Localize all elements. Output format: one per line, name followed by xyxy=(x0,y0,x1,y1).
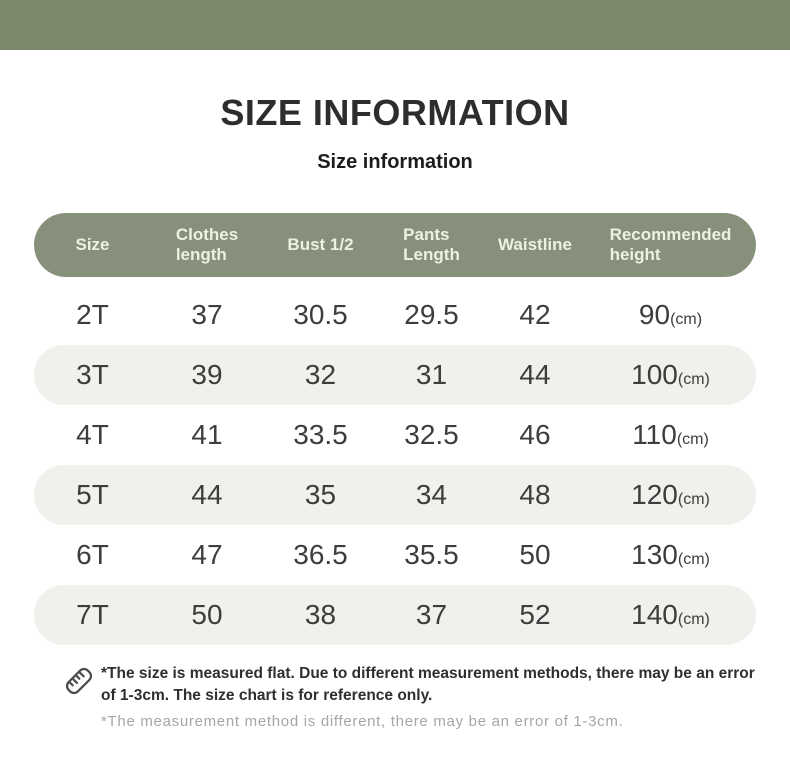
size-table: Size Clothes length Bust 1/2 Pants Lengt… xyxy=(34,213,756,645)
note-secondary: *The measurement method is different, th… xyxy=(101,712,624,730)
size-cell: 6T xyxy=(76,539,109,570)
recommended-height-cell: 110(cm) xyxy=(632,419,709,450)
waistline-cell: 52 xyxy=(519,599,551,630)
page-subtitle: Size information xyxy=(317,151,473,173)
recommended-height-cell: 100(cm) xyxy=(631,359,710,390)
recommended-height-cell: 120(cm) xyxy=(631,479,710,510)
waistline-cell: 46 xyxy=(519,419,551,450)
column-header-waistline: Waistline xyxy=(498,234,572,254)
column-header-clothes-length: Clothes length xyxy=(175,224,239,264)
clothes-length-cell: 41 xyxy=(191,419,223,450)
column-header-pants-length: Pants Length xyxy=(403,224,460,264)
recommended-height-cell: 140(cm) xyxy=(631,599,710,630)
table-row-7t: 7T 50 38 37 52 140(cm) xyxy=(34,585,756,645)
clothes-length-cell: 50 xyxy=(191,599,223,630)
clothes-length-cell: 39 xyxy=(191,359,223,390)
notes-text: *The size is measured flat. Due to diffe… xyxy=(101,663,761,730)
recommended-height-cell: 90(cm) xyxy=(638,299,703,330)
unit-label: (cm) xyxy=(677,371,710,388)
waistline-cell: 48 xyxy=(519,479,551,510)
note-primary: *The size is measured flat. Due to diffe… xyxy=(101,665,755,705)
bust-cell: 36.5 xyxy=(293,539,348,570)
recommended-height-cell: 130(cm) xyxy=(631,539,710,570)
size-cell: 2T xyxy=(76,299,109,330)
bust-cell: 32 xyxy=(304,359,337,390)
size-cell: 7T xyxy=(76,599,109,630)
top-green-banner xyxy=(0,0,790,50)
table-row-6t: 6T 47 36.5 35.5 50 130(cm) xyxy=(34,525,756,585)
unit-label: (cm) xyxy=(677,491,710,508)
unit-label: (cm) xyxy=(677,551,710,568)
bust-cell: 33.5 xyxy=(293,419,348,450)
waistline-cell: 50 xyxy=(519,539,551,570)
unit-label: (cm) xyxy=(670,311,703,328)
ruler-icon xyxy=(63,665,95,697)
clothes-length-cell: 37 xyxy=(191,299,223,330)
size-cell: 3T xyxy=(76,359,109,390)
bust-cell: 35 xyxy=(304,479,337,510)
table-header-row: Size Clothes length Bust 1/2 Pants Lengt… xyxy=(34,213,756,277)
pants-length-cell: 31 xyxy=(415,359,448,390)
column-header-bust: Bust 1/2 xyxy=(287,234,354,254)
size-cell: 5T xyxy=(76,479,109,510)
column-header-size: Size xyxy=(75,234,110,254)
pants-length-cell: 35.5 xyxy=(404,539,459,570)
unit-label: (cm) xyxy=(676,431,709,448)
size-cell: 4T xyxy=(76,419,109,450)
clothes-length-cell: 47 xyxy=(191,539,223,570)
pants-length-cell: 37 xyxy=(415,599,448,630)
bust-cell: 30.5 xyxy=(293,299,348,330)
column-header-recommended-height: Recommended height xyxy=(609,224,732,264)
waistline-cell: 44 xyxy=(519,359,551,390)
notes-section: *The size is measured flat. Due to diffe… xyxy=(63,663,758,730)
unit-label: (cm) xyxy=(677,611,710,628)
waistline-cell: 42 xyxy=(519,299,551,330)
pants-length-cell: 34 xyxy=(415,479,448,510)
bust-cell: 38 xyxy=(304,599,337,630)
table-row-4t: 4T 41 33.5 32.5 46 110(cm) xyxy=(34,405,756,465)
table-row-2t: 2T 37 30.5 29.5 42 90(cm) xyxy=(34,285,756,345)
page-title: SIZE INFORMATION xyxy=(220,92,570,133)
pants-length-cell: 32.5 xyxy=(404,419,459,450)
pants-length-cell: 29.5 xyxy=(404,299,459,330)
table-row-3t: 3T 39 32 31 44 100(cm) xyxy=(34,345,756,405)
table-row-5t: 5T 44 35 34 48 120(cm) xyxy=(34,465,756,525)
clothes-length-cell: 44 xyxy=(191,479,223,510)
